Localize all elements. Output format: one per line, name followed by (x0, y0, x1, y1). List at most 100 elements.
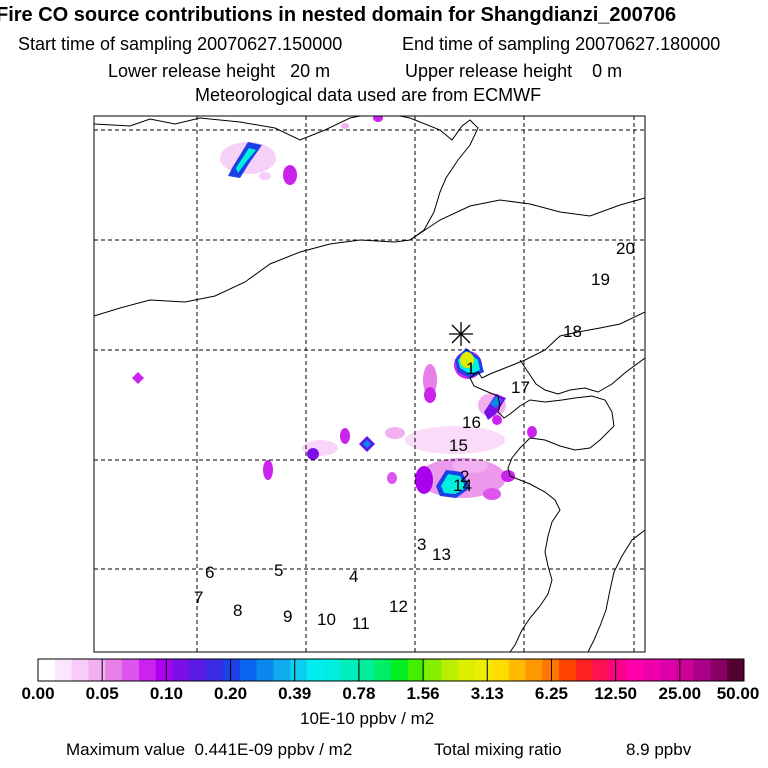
legend-color-cell (391, 659, 409, 681)
legend-color-cell (138, 659, 157, 681)
legend-color-cell (676, 659, 695, 681)
plume-mid-2 (424, 387, 436, 403)
legend-color-cell (357, 659, 375, 681)
legend-color-cell (38, 659, 56, 681)
grid-lines (94, 116, 645, 652)
marker-label: 10 (317, 610, 336, 629)
map-frame (93, 115, 646, 653)
plume-nw-core (236, 148, 256, 173)
plume-14-right2 (501, 470, 515, 482)
legend-tick-label: 0.10 (149, 684, 183, 703)
marker-label: 16 (462, 413, 481, 432)
max-value-label: Maximum value 0.441E-09 ppbv / m2 (66, 740, 353, 759)
legend-color-cell (172, 659, 190, 681)
total-mixing-value: 8.9 ppbv (626, 740, 692, 759)
legend-color-cell (475, 659, 493, 681)
legend-color-cell (105, 659, 123, 681)
trajectory-markers: 1 2 3 4 5 6 7 8 9 10 11 12 13 14 15 16 1… (194, 239, 635, 633)
legend-color-cell (273, 659, 291, 681)
plume-top (341, 123, 349, 129)
legend-color-cell (575, 659, 594, 681)
plume-14-left (415, 466, 433, 494)
marker-label: 4 (349, 567, 358, 586)
end-time-label: End time of sampling 20070627.180000 (402, 34, 721, 54)
legend-color-cell (88, 659, 106, 681)
marker-label: 7 (194, 588, 203, 607)
marker-label: 19 (591, 270, 610, 289)
coastlines (94, 116, 645, 652)
plume-west (132, 372, 144, 384)
plume-14-top (452, 459, 488, 473)
legend-color-cell (306, 659, 325, 681)
total-mixing-label: Total mixing ratio (434, 740, 562, 759)
coast-bohai (469, 311, 645, 652)
plume-b-core (363, 440, 371, 448)
legend-color-cell (256, 659, 274, 681)
marker-label: 3 (417, 535, 426, 554)
legend-color-cell (323, 659, 342, 681)
legend-color-cell (508, 659, 526, 681)
marker-label: 8 (233, 601, 242, 620)
plume-faint-2 (385, 427, 405, 439)
marker-label: 6 (205, 563, 214, 582)
legend-dividers (101, 659, 681, 681)
legend-color-cell (54, 659, 73, 681)
legend-tick-label: 0.05 (85, 684, 119, 703)
plume-16-2 (492, 415, 502, 425)
marker-label: 11 (352, 614, 370, 633)
concentration-plumes (132, 116, 537, 500)
legend-color-cell (542, 659, 560, 681)
legend-tick-label: 50.00 (716, 684, 760, 703)
legend-color-cell (441, 659, 459, 681)
legend-tick-label: 0.00 (21, 684, 55, 703)
legend-color-cell (525, 659, 543, 681)
legend-color-cell (155, 659, 173, 681)
legend-color-cell (592, 659, 611, 681)
legend-color-cell (710, 659, 728, 681)
plume-e (387, 472, 397, 484)
plume-14-core (441, 474, 466, 494)
legend-color-cell (374, 659, 392, 681)
border-liaoning (519, 357, 645, 395)
marker-label: 15 (449, 436, 468, 455)
legend-color-cell (693, 659, 711, 681)
legend-color-cell (122, 659, 140, 681)
plume-c (307, 448, 319, 460)
plume-mid (423, 364, 437, 396)
legend-color-cell (222, 659, 241, 681)
plume-14-right (483, 488, 501, 500)
met-data-label: Meteorological data used are from ECMWF (195, 85, 542, 105)
legend-cells (38, 659, 745, 681)
marker-label: 5 (274, 561, 283, 580)
legend-color-cell (559, 659, 577, 681)
marker-label: 12 (389, 597, 408, 616)
start-time-label: Start time of sampling 20070627.150000 (18, 34, 343, 54)
marker-label: 9 (283, 607, 292, 626)
legend-tick-label: 12.50 (594, 684, 637, 703)
legend-units: 10E-10 ppbv / m2 (300, 709, 435, 728)
legend-tick-label: 0.78 (342, 684, 376, 703)
plume-a (340, 428, 350, 444)
legend-color-cell (491, 659, 510, 681)
legend-color-cell (290, 659, 308, 681)
coast-korea (587, 529, 645, 652)
plume-top-2 (373, 116, 383, 122)
legend-color-cell (609, 659, 627, 681)
marker-label: 1 (466, 359, 475, 378)
plume-nw-2 (283, 165, 297, 185)
legend-color-cell (239, 659, 258, 681)
legend-color-cell (643, 659, 661, 681)
legend-tick-label: 1.56 (406, 684, 440, 703)
legend-color-cell (189, 659, 207, 681)
page-title: Fire CO source contributions in nested d… (0, 4, 677, 26)
legend-frame (37, 658, 745, 682)
legend-color-cell (626, 659, 644, 681)
legend-color-cell (340, 659, 358, 681)
station-asterisk-icon (449, 322, 473, 346)
marker-label: 18 (563, 322, 582, 341)
legend-color-cell (206, 659, 224, 681)
border-mid (94, 239, 411, 317)
plume-south-faint (405, 426, 505, 454)
